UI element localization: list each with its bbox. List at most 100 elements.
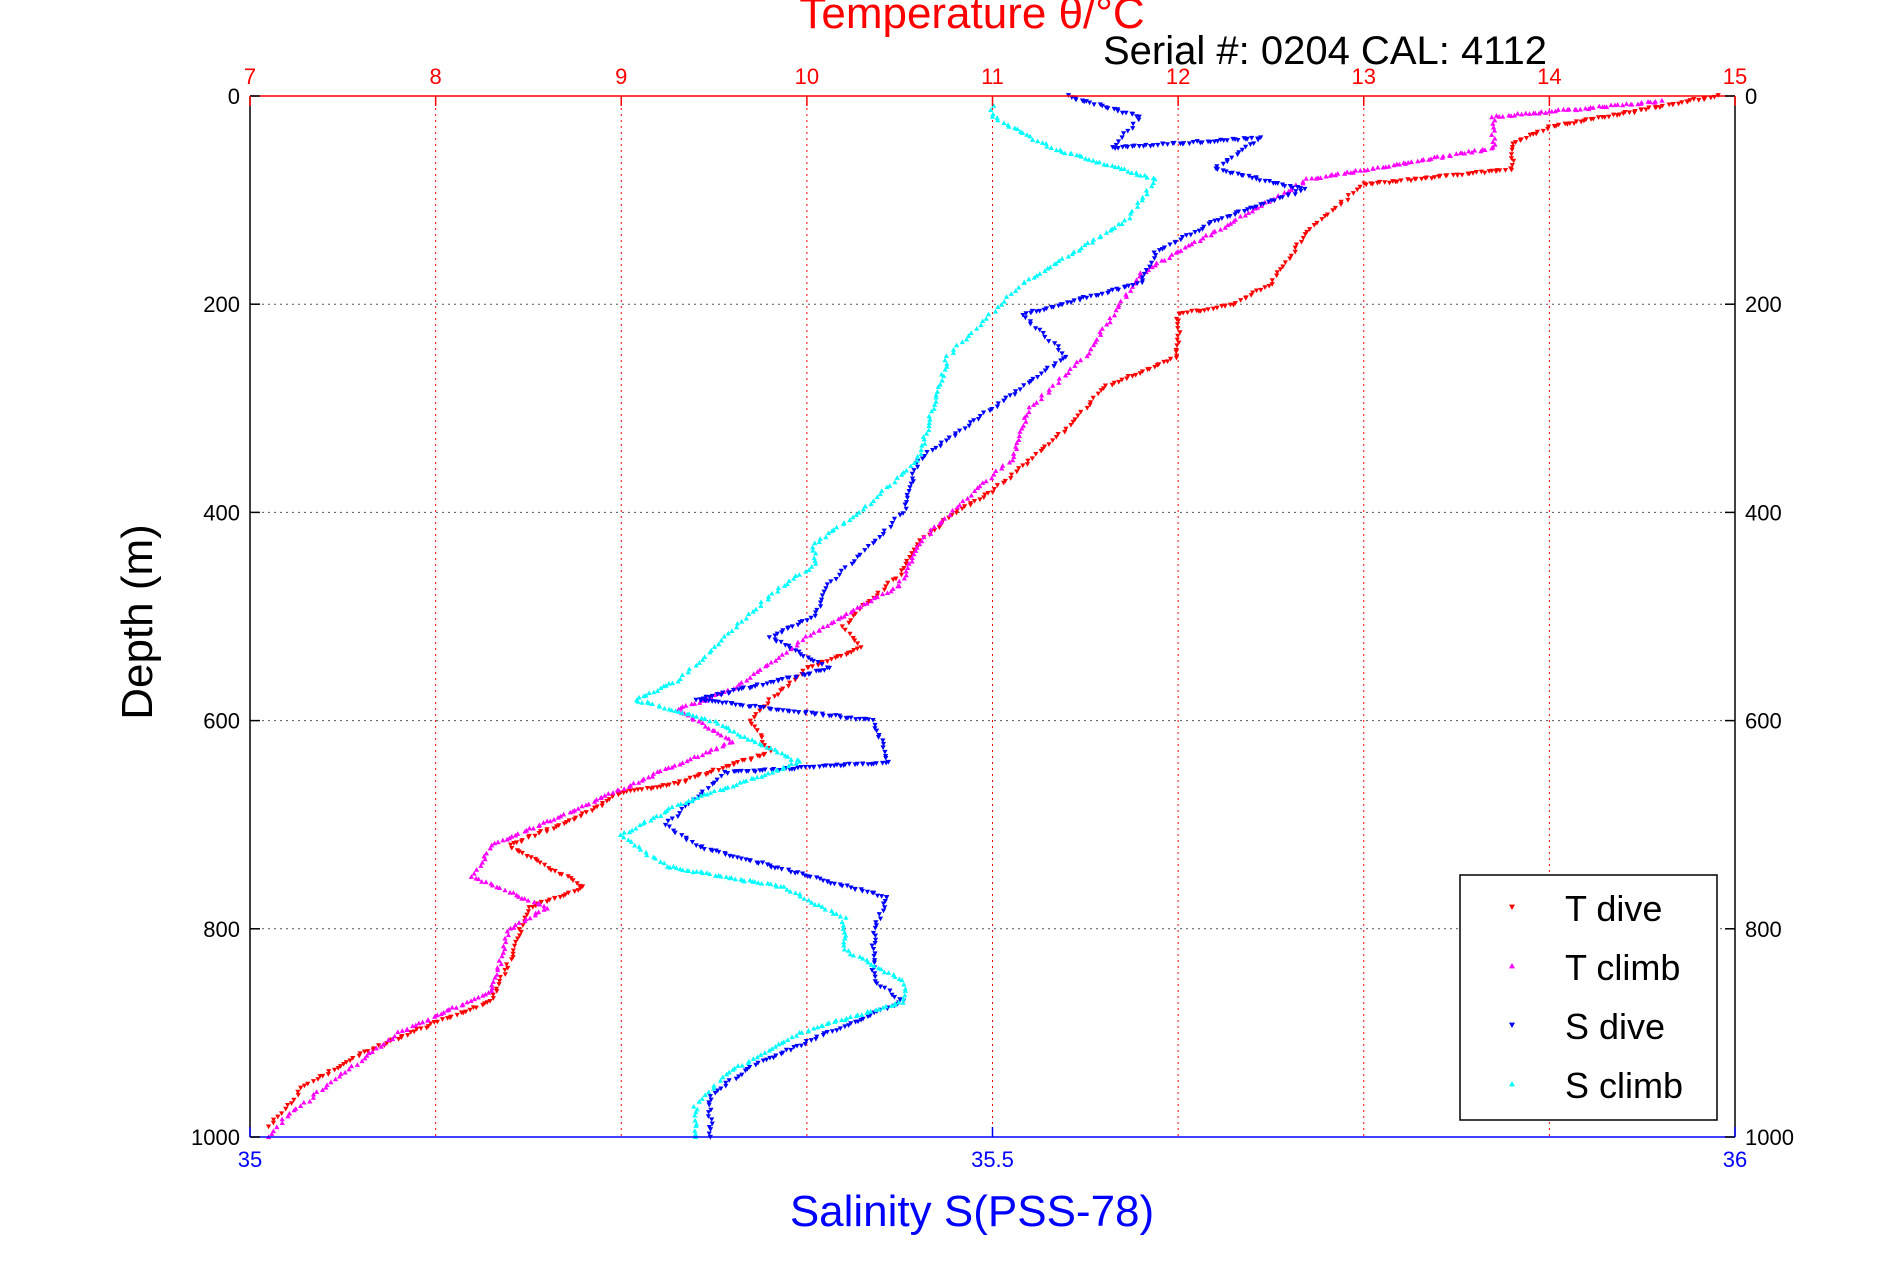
data-point [1614,113,1620,118]
data-point [864,889,871,895]
data-point [966,423,972,429]
data-point [1345,193,1351,198]
data-point [505,965,511,971]
data-point [907,554,913,560]
data-point [1003,294,1010,299]
data-point [1041,307,1047,313]
data-point [873,920,879,925]
data-point [795,765,801,771]
data-point [711,788,717,794]
data-point [748,704,754,709]
legend-box [1459,874,1718,1121]
data-point [672,708,679,714]
data-point [1530,110,1537,116]
data-point [495,967,501,973]
data-point [1105,106,1111,111]
data-point [530,825,537,831]
data-point [1297,186,1304,191]
data-point [665,818,671,824]
data-point [405,1033,411,1038]
data-point [883,584,889,590]
data-point [784,649,790,655]
data-point [775,678,781,684]
data-point [919,538,925,544]
data-point [966,333,972,338]
data-point [891,994,898,1000]
data-point [724,1071,730,1077]
data-point [1691,97,1697,102]
data-point [726,691,732,696]
data-point [847,517,853,523]
data-point [1354,187,1360,193]
data-point [291,1107,297,1113]
data-point [1164,142,1171,147]
data-point [707,718,713,724]
data-point [968,330,974,336]
data-point [802,1041,808,1047]
data-point [1578,119,1584,125]
data-point [727,728,733,733]
data-point [1044,143,1050,149]
data-point [715,699,721,705]
data-point [364,1053,370,1058]
data-point [1032,326,1039,331]
data-point [538,899,544,905]
data-point [1235,137,1241,143]
data-point [749,775,755,781]
data-point [699,789,705,795]
data-point [270,1117,277,1123]
data-point [1164,359,1171,365]
data-point [729,701,735,707]
data-point [903,572,909,578]
data-point [571,817,577,822]
data-point [908,481,914,487]
data-point [578,813,584,819]
data-point [723,700,729,706]
data-point [1099,291,1105,297]
data-point [508,842,514,848]
data-point [779,677,785,682]
data-point [1046,339,1052,344]
data-point [874,494,880,500]
data-point [1038,371,1045,377]
data-point [494,989,500,994]
data-point [652,855,658,861]
data-point [1014,469,1020,475]
data-point [1196,228,1202,234]
data-point [914,457,920,463]
data-point [1249,135,1255,141]
data-point [833,577,839,582]
data-point [1249,175,1255,181]
data-point [490,992,496,998]
data-point [1408,159,1414,164]
data-point [683,837,690,843]
data-point [1182,244,1188,250]
data-point [787,888,793,894]
data-point [1258,287,1264,293]
data-point [813,550,819,556]
data-point [766,697,772,703]
data-point [786,578,792,584]
data-point [1210,229,1216,235]
data-point [489,882,496,888]
data-point [1174,322,1181,327]
data-point [797,620,803,625]
data-point [1034,374,1041,380]
data-point [628,839,634,844]
data-point [1365,167,1371,172]
data-point [1239,147,1245,153]
data-point [921,436,927,442]
data-point [806,672,812,677]
data-point [941,373,947,379]
data-point [733,702,739,708]
data-point [1368,181,1374,187]
data-point [661,860,667,866]
data-point [709,1121,715,1127]
data-point [482,991,488,997]
data-point [1212,218,1218,224]
data-point [1223,169,1229,175]
data-point [1101,161,1107,167]
data-point [883,1003,889,1009]
data-point [1063,354,1069,360]
